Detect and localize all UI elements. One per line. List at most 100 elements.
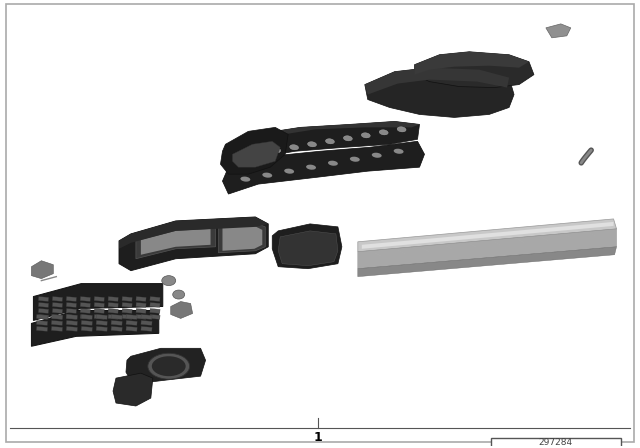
- Bar: [38, 314, 49, 319]
- Bar: [122, 309, 132, 313]
- Ellipse shape: [236, 154, 245, 159]
- Polygon shape: [358, 247, 616, 277]
- Polygon shape: [119, 217, 268, 271]
- Bar: [81, 314, 92, 319]
- Bar: [81, 327, 92, 332]
- Bar: [51, 327, 63, 332]
- Bar: [51, 320, 63, 325]
- Ellipse shape: [394, 149, 404, 154]
- Polygon shape: [278, 231, 338, 266]
- Polygon shape: [223, 226, 262, 251]
- Bar: [80, 309, 90, 313]
- Bar: [36, 314, 47, 319]
- Polygon shape: [365, 68, 509, 95]
- Polygon shape: [126, 348, 205, 384]
- Bar: [141, 327, 152, 332]
- Polygon shape: [33, 284, 163, 320]
- Bar: [136, 297, 146, 302]
- Ellipse shape: [152, 356, 186, 376]
- Bar: [36, 320, 47, 325]
- Bar: [126, 320, 137, 325]
- Ellipse shape: [148, 353, 189, 379]
- Ellipse shape: [290, 145, 299, 150]
- Bar: [136, 309, 146, 313]
- Bar: [150, 297, 160, 302]
- Ellipse shape: [362, 133, 370, 138]
- Bar: [141, 320, 152, 325]
- Ellipse shape: [380, 130, 388, 135]
- Bar: [150, 302, 160, 307]
- Bar: [67, 320, 77, 325]
- Bar: [122, 302, 132, 307]
- Bar: [122, 297, 132, 302]
- Bar: [94, 314, 104, 319]
- Bar: [96, 327, 108, 332]
- Bar: [108, 314, 118, 319]
- Polygon shape: [141, 229, 211, 255]
- Bar: [52, 297, 63, 302]
- Ellipse shape: [173, 290, 185, 299]
- Bar: [111, 327, 122, 332]
- Text: 297284: 297284: [539, 438, 573, 447]
- Ellipse shape: [397, 127, 406, 132]
- Ellipse shape: [350, 157, 360, 162]
- Bar: [136, 302, 146, 307]
- Polygon shape: [232, 141, 280, 167]
- Bar: [94, 302, 104, 307]
- Polygon shape: [272, 224, 342, 269]
- Ellipse shape: [306, 164, 316, 170]
- Bar: [80, 297, 90, 302]
- Polygon shape: [119, 217, 268, 249]
- Ellipse shape: [344, 136, 352, 141]
- Bar: [150, 314, 160, 319]
- Bar: [108, 309, 118, 313]
- Bar: [36, 327, 47, 332]
- Polygon shape: [113, 373, 153, 406]
- Bar: [67, 302, 77, 307]
- Polygon shape: [31, 261, 53, 279]
- Bar: [81, 320, 92, 325]
- Polygon shape: [218, 223, 265, 253]
- Bar: [38, 297, 49, 302]
- Bar: [122, 314, 132, 319]
- Ellipse shape: [372, 153, 381, 158]
- Polygon shape: [358, 219, 616, 252]
- Bar: [67, 309, 77, 313]
- Polygon shape: [362, 222, 614, 249]
- Bar: [108, 302, 118, 307]
- Bar: [67, 297, 77, 302]
- Bar: [111, 314, 122, 319]
- Bar: [491, 438, 621, 448]
- Bar: [126, 327, 137, 332]
- Bar: [96, 314, 108, 319]
- Polygon shape: [415, 52, 534, 87]
- Polygon shape: [228, 121, 419, 167]
- Polygon shape: [415, 52, 529, 75]
- Polygon shape: [31, 310, 159, 346]
- Bar: [80, 302, 90, 307]
- Bar: [126, 314, 137, 319]
- Ellipse shape: [262, 172, 272, 178]
- Bar: [51, 314, 63, 319]
- Bar: [96, 320, 108, 325]
- Bar: [52, 302, 63, 307]
- Bar: [67, 314, 77, 319]
- Polygon shape: [171, 302, 193, 319]
- Bar: [94, 309, 104, 313]
- Polygon shape: [365, 68, 514, 117]
- Polygon shape: [228, 121, 419, 149]
- Ellipse shape: [272, 148, 281, 153]
- Text: 1: 1: [314, 431, 323, 444]
- Polygon shape: [221, 127, 288, 174]
- Bar: [38, 309, 49, 313]
- Bar: [38, 302, 49, 307]
- Polygon shape: [136, 225, 216, 259]
- Bar: [111, 320, 122, 325]
- Ellipse shape: [162, 276, 176, 285]
- Bar: [150, 309, 160, 313]
- Ellipse shape: [328, 161, 338, 166]
- Bar: [67, 314, 77, 319]
- Bar: [136, 314, 146, 319]
- Bar: [52, 309, 63, 313]
- Ellipse shape: [326, 139, 334, 144]
